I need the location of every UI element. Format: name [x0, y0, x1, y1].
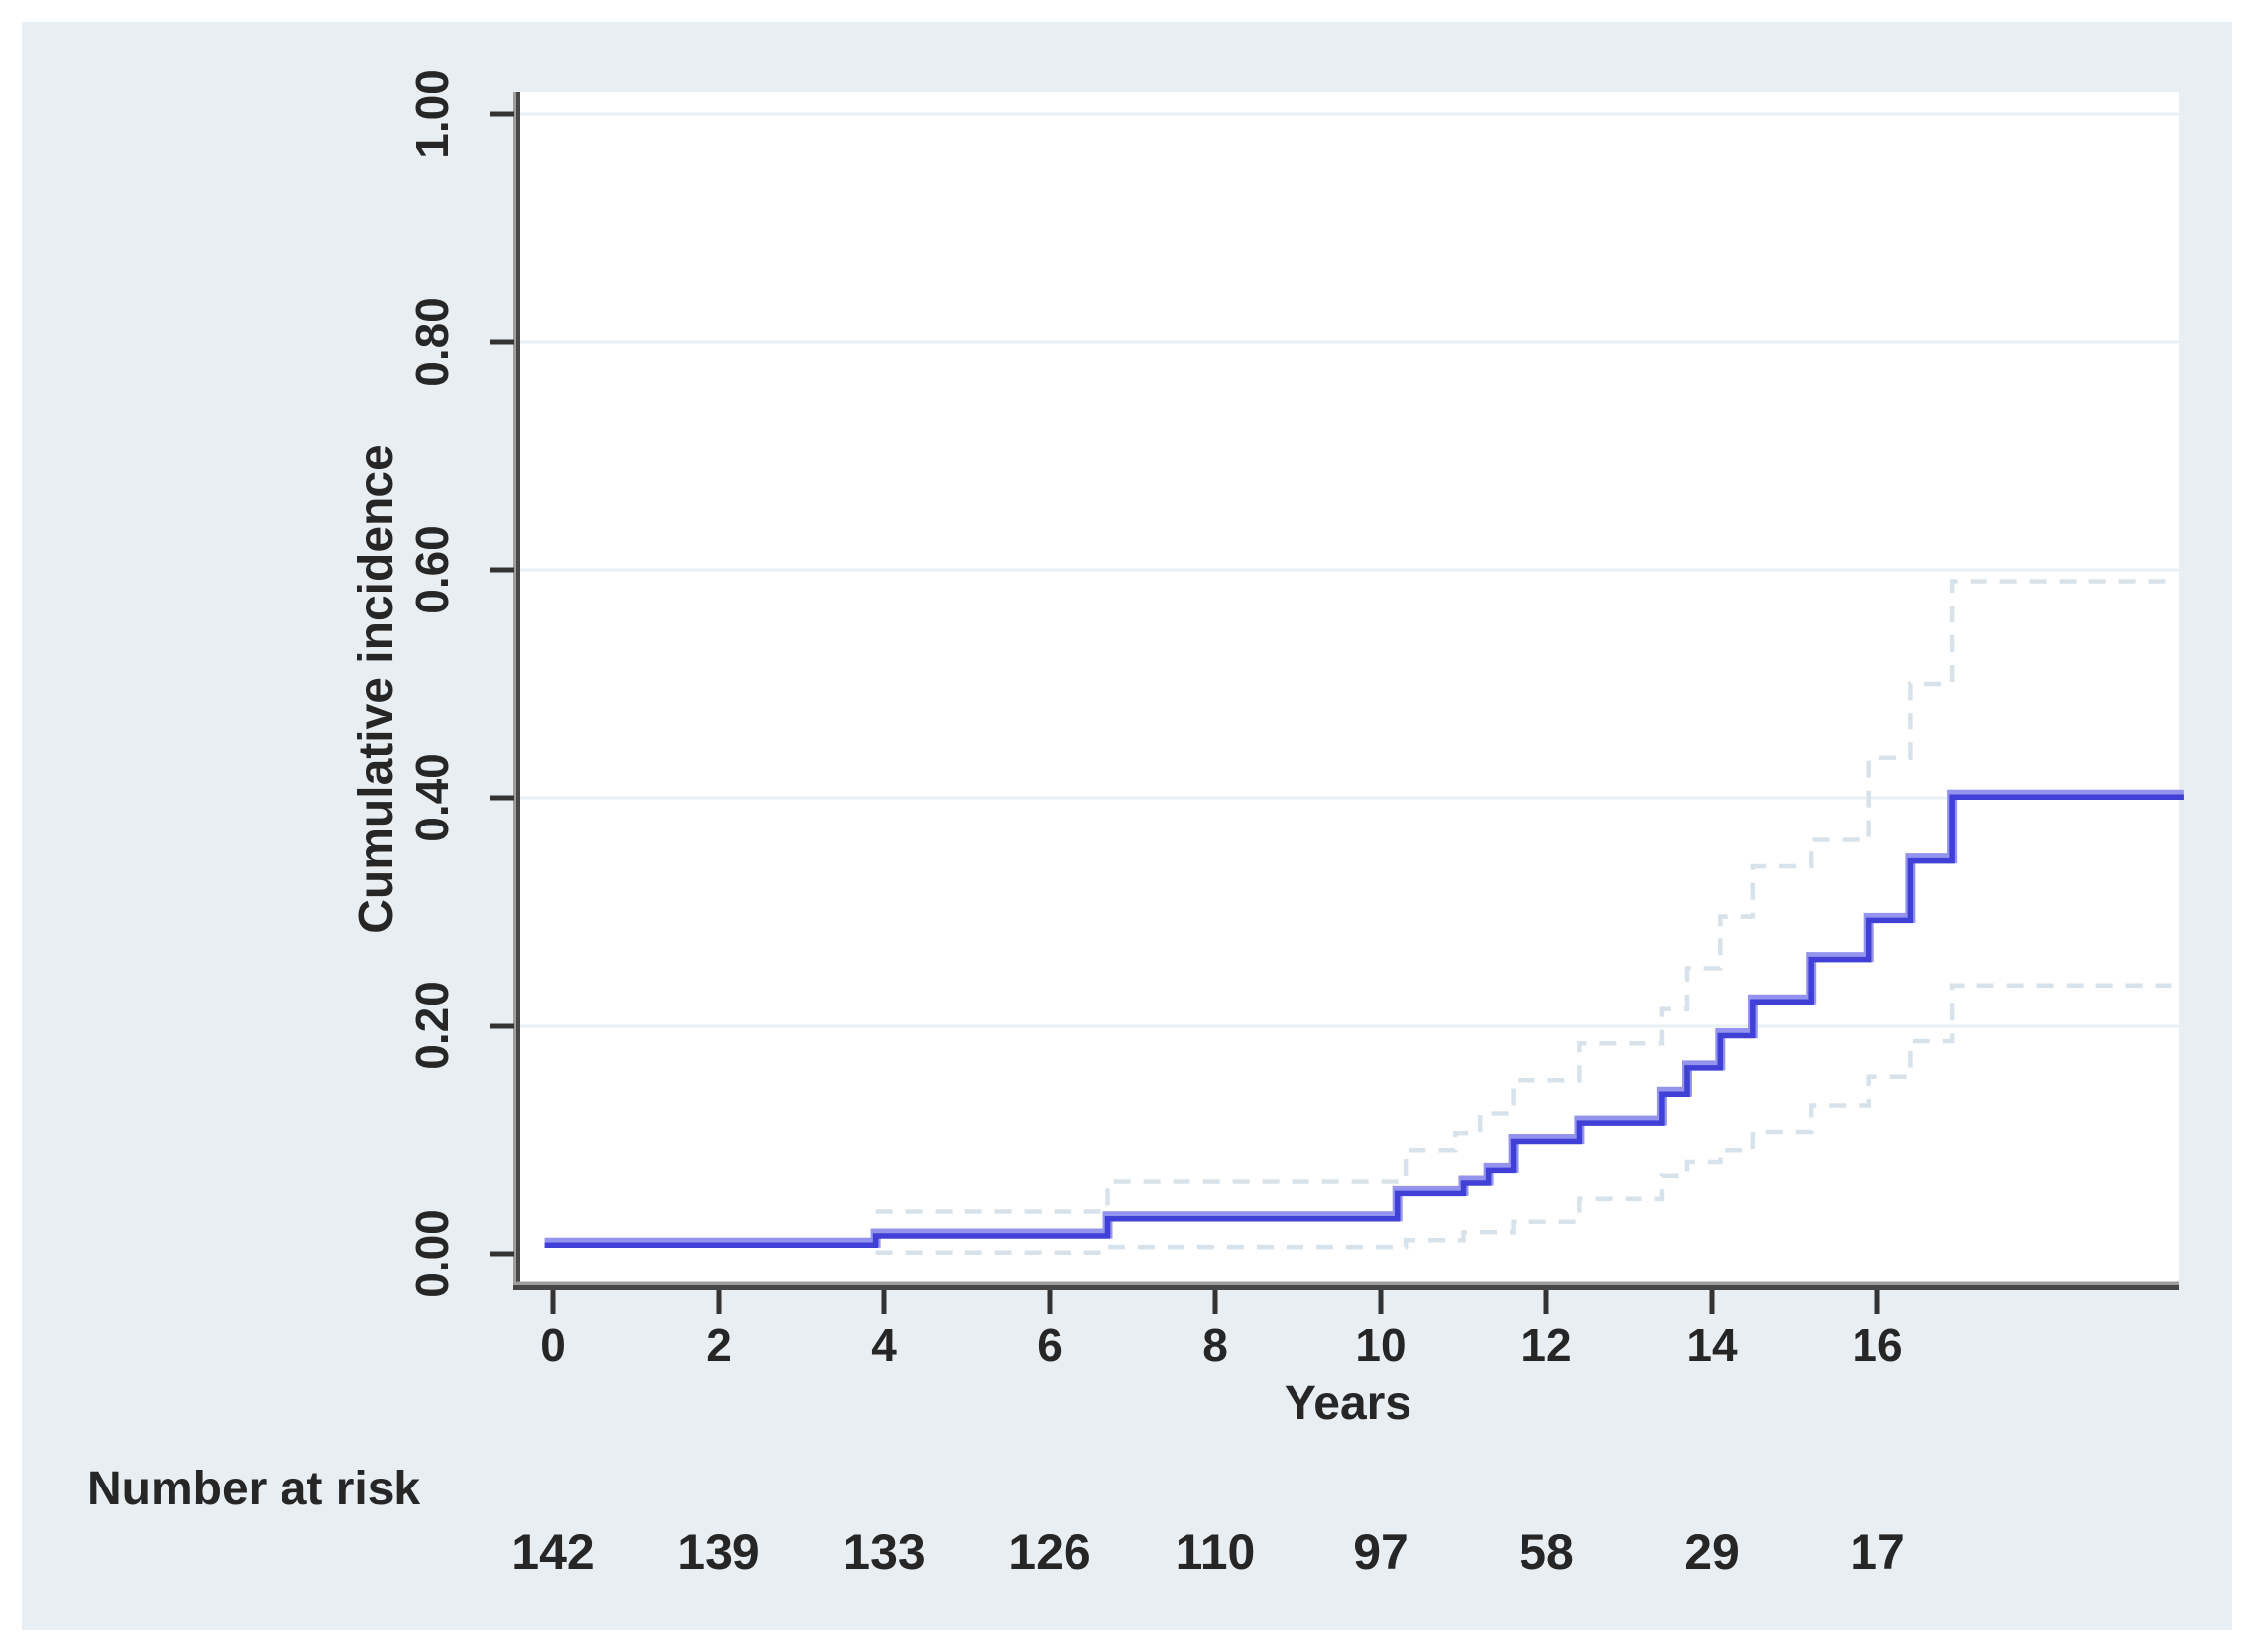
plot-area [517, 92, 2179, 1285]
gridlines-layer [517, 112, 2179, 1028]
at-risk-value: 133 [843, 1524, 925, 1580]
y-tick-label: 0.80 [406, 297, 458, 386]
x-tick-label: 16 [1852, 1319, 1902, 1371]
x-tick-label: 4 [871, 1319, 897, 1371]
x-tick-label: 10 [1355, 1319, 1406, 1371]
cumulative-incidence-curve [544, 794, 2184, 1248]
x-tick-label: 2 [706, 1319, 732, 1371]
at-risk-value: 58 [1519, 1524, 1574, 1580]
at-risk-value: 126 [1008, 1524, 1090, 1580]
ticks-layer [490, 111, 1880, 1314]
x-tick-label: 0 [540, 1319, 566, 1371]
at-risk-value: 29 [1684, 1524, 1740, 1580]
confidence-lower-curve [875, 983, 2172, 1256]
confidence-upper-curve [875, 579, 2172, 1214]
y-tick-label: 1.00 [406, 69, 458, 159]
number-at-risk-label: Number at risk [87, 1463, 420, 1515]
at-risk-value: 142 [511, 1524, 594, 1580]
at-risk-value: 110 [1176, 1524, 1256, 1580]
x-tick-label: 8 [1202, 1319, 1228, 1371]
y-tick-label: 0.00 [406, 1209, 458, 1298]
data-series-layer [544, 579, 2184, 1256]
y-tick-label: 0.20 [406, 981, 458, 1070]
at-risk-value: 139 [677, 1524, 759, 1580]
x-tick-label: 14 [1686, 1319, 1738, 1371]
y-tick-label: 0.40 [406, 753, 458, 842]
y-tick-label: 0.60 [406, 525, 458, 614]
at-risk-value: 97 [1353, 1524, 1409, 1580]
y-axis-title: Cumulative incidence [350, 444, 402, 933]
number-at-risk-layer: 142 139 133 126 110 97 58 29 17 [511, 1524, 1905, 1580]
tick-labels-layer: 0.00 0.20 0.40 0.60 0.80 1.00 0 2 4 6 8 10 12 14 16 [406, 69, 1903, 1371]
x-axis-title: Years [1285, 1377, 1411, 1430]
x-tick-label: 12 [1521, 1319, 1571, 1371]
at-risk-value: 17 [1850, 1524, 1905, 1580]
x-tick-label: 6 [1037, 1319, 1063, 1371]
axes-layer [513, 92, 2179, 1290]
